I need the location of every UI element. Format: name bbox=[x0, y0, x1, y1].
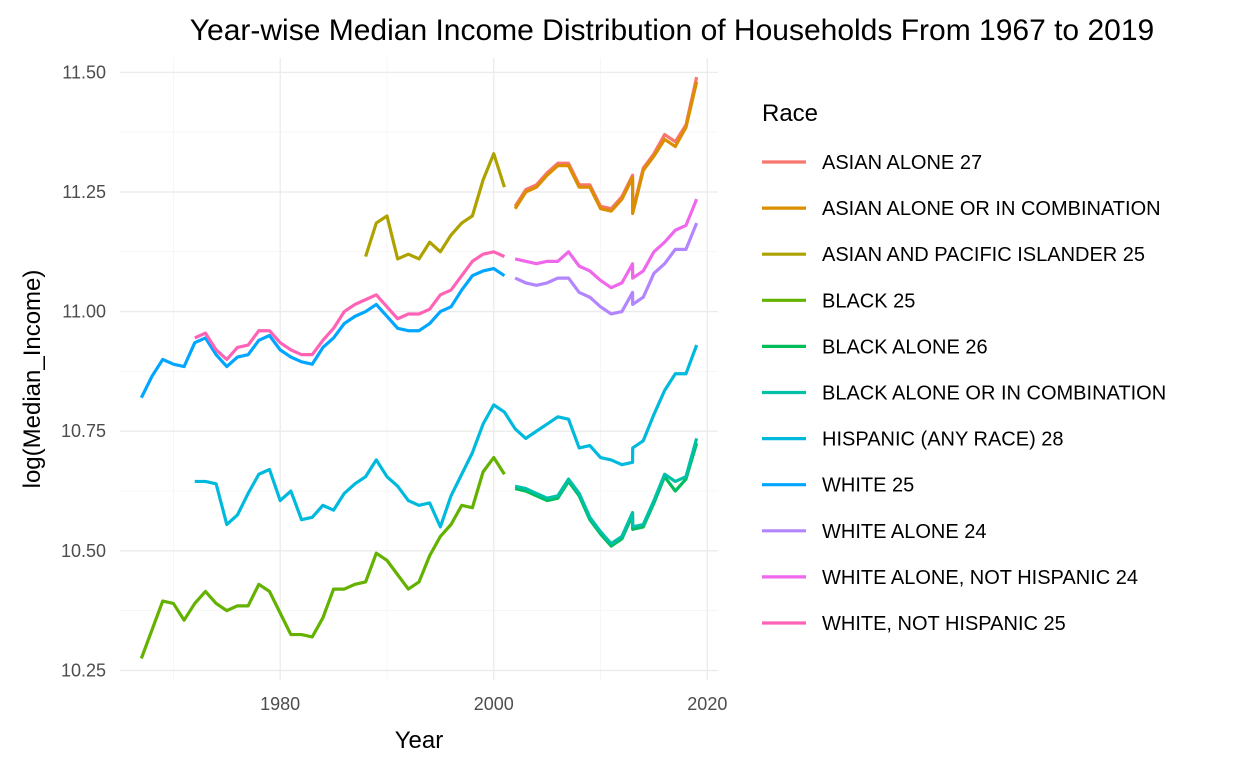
y-tick-label: 10.75 bbox=[61, 421, 106, 441]
y-axis-ticks: 10.25 10.50 10.75 11.00 11.25 11.50 bbox=[61, 62, 106, 680]
x-axis-title: Year bbox=[395, 727, 444, 754]
legend-label: ASIAN ALONE OR IN COMBINATION bbox=[822, 198, 1161, 220]
series-line bbox=[514, 198, 699, 290]
legend-label: BLACK ALONE 26 bbox=[822, 336, 988, 358]
series-group bbox=[139, 76, 699, 660]
legend-label: ASIAN AND PACIFIC ISLANDER 25 bbox=[822, 244, 1145, 266]
legend-label: WHITE ALONE 24 bbox=[822, 521, 987, 543]
legend-title: Race bbox=[762, 100, 818, 127]
legend-label: WHITE 25 bbox=[822, 475, 914, 497]
x-tick-label: 2000 bbox=[474, 694, 514, 714]
x-tick-label: 1980 bbox=[260, 694, 300, 714]
legend-label: ASIAN ALONE 27 bbox=[822, 152, 982, 174]
legend-label: HISPANIC (ANY RACE) 28 bbox=[822, 429, 1064, 451]
y-axis-title: log(Median_Income) bbox=[19, 270, 46, 489]
series-line bbox=[514, 437, 699, 546]
y-tick-label: 11.25 bbox=[62, 182, 106, 202]
legend: Race ASIAN ALONE 27 ASIAN ALONE OR IN COM… bbox=[762, 100, 1166, 635]
chart-title: Year-wise Median Income Distribution of … bbox=[190, 14, 1154, 47]
series-line bbox=[513, 81, 699, 216]
y-tick-label: 10.50 bbox=[61, 541, 106, 561]
grid bbox=[120, 58, 718, 680]
series-line bbox=[364, 152, 506, 261]
legend-label: BLACK ALONE OR IN COMBINATION bbox=[822, 383, 1166, 405]
legend-label: WHITE ALONE, NOT HISPANIC 24 bbox=[822, 567, 1138, 589]
series-line bbox=[139, 455, 506, 660]
legend-label: WHITE, NOT HISPANIC 25 bbox=[822, 613, 1066, 635]
series-line bbox=[514, 222, 699, 316]
y-tick-label: 10.25 bbox=[61, 660, 106, 680]
y-tick-label: 11.00 bbox=[62, 302, 106, 322]
legend-label: BLACK 25 bbox=[822, 290, 915, 312]
series-line bbox=[194, 344, 699, 529]
x-tick-label: 2020 bbox=[687, 694, 727, 714]
y-tick-label: 11.50 bbox=[62, 62, 106, 82]
series-line bbox=[139, 266, 506, 399]
plot-panel bbox=[120, 58, 718, 680]
x-axis-ticks: 1980 2000 2020 bbox=[260, 694, 727, 714]
series-line bbox=[194, 250, 506, 362]
legend-items: ASIAN ALONE 27 ASIAN ALONE OR IN COMBINAT… bbox=[762, 152, 1166, 635]
